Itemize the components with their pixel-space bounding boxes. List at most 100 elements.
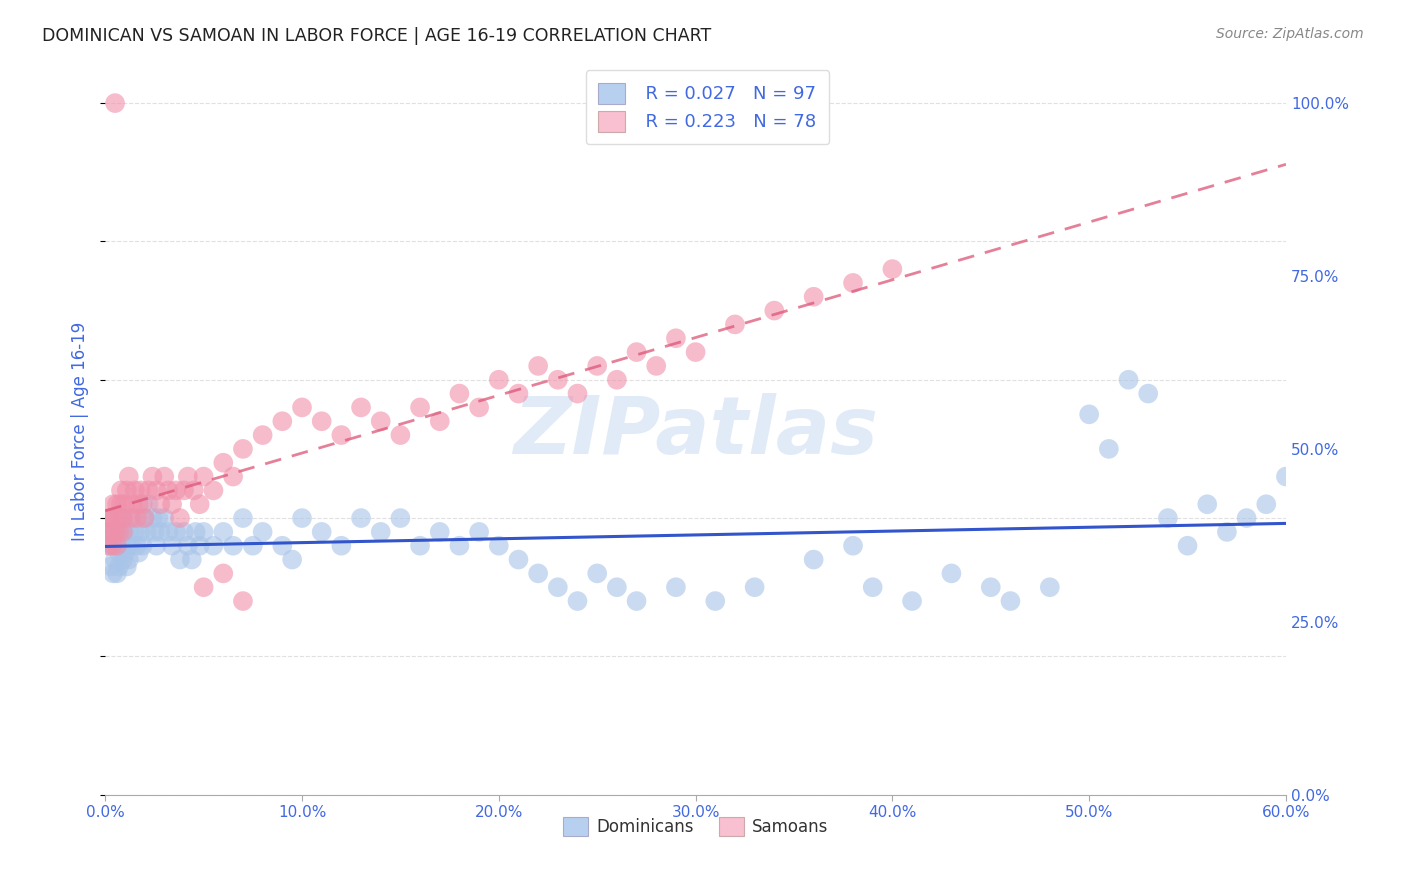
Point bbox=[177, 469, 200, 483]
Point bbox=[100, 511, 122, 525]
Point bbox=[508, 386, 530, 401]
Point bbox=[429, 524, 451, 539]
Point bbox=[134, 511, 156, 525]
Point bbox=[104, 552, 127, 566]
Point bbox=[704, 594, 727, 608]
Point bbox=[143, 524, 166, 539]
Point bbox=[281, 552, 304, 566]
Point bbox=[586, 359, 609, 373]
Point bbox=[104, 524, 127, 539]
Point bbox=[138, 497, 160, 511]
Point bbox=[193, 580, 215, 594]
Point bbox=[100, 524, 122, 539]
Point bbox=[157, 524, 180, 539]
Text: ZIPatlas: ZIPatlas bbox=[513, 392, 879, 471]
Point bbox=[222, 469, 245, 483]
Point bbox=[110, 497, 132, 511]
Text: Source: ZipAtlas.com: Source: ZipAtlas.com bbox=[1216, 27, 1364, 41]
Point bbox=[110, 524, 132, 539]
Point bbox=[665, 580, 688, 594]
Point bbox=[108, 559, 131, 574]
Point bbox=[118, 524, 141, 539]
Point bbox=[134, 511, 156, 525]
Point bbox=[101, 539, 124, 553]
Point bbox=[149, 524, 172, 539]
Point bbox=[626, 345, 648, 359]
Point bbox=[111, 511, 134, 525]
Point bbox=[330, 539, 353, 553]
Point bbox=[129, 524, 152, 539]
Point bbox=[527, 566, 550, 581]
Point bbox=[183, 483, 205, 498]
Point bbox=[98, 539, 121, 553]
Point bbox=[409, 539, 432, 553]
Point bbox=[271, 414, 294, 428]
Point bbox=[115, 539, 138, 553]
Point bbox=[488, 373, 510, 387]
Point bbox=[125, 511, 148, 525]
Point bbox=[115, 559, 138, 574]
Y-axis label: In Labor Force | Age 16-19: In Labor Force | Age 16-19 bbox=[72, 322, 89, 541]
Point bbox=[149, 497, 172, 511]
Point bbox=[1137, 386, 1160, 401]
Point bbox=[135, 524, 157, 539]
Point bbox=[567, 386, 589, 401]
Point bbox=[232, 511, 254, 525]
Point bbox=[124, 524, 146, 539]
Point bbox=[527, 359, 550, 373]
Point bbox=[173, 483, 195, 498]
Point bbox=[202, 483, 225, 498]
Point bbox=[744, 580, 766, 594]
Point bbox=[111, 552, 134, 566]
Point bbox=[370, 524, 392, 539]
Point bbox=[350, 401, 373, 415]
Text: DOMINICAN VS SAMOAN IN LABOR FORCE | AGE 16-19 CORRELATION CHART: DOMINICAN VS SAMOAN IN LABOR FORCE | AGE… bbox=[42, 27, 711, 45]
Point bbox=[169, 511, 191, 525]
Point bbox=[131, 539, 153, 553]
Point bbox=[169, 552, 191, 566]
Point bbox=[118, 469, 141, 483]
Point bbox=[311, 414, 333, 428]
Point bbox=[232, 594, 254, 608]
Point bbox=[193, 524, 215, 539]
Point bbox=[110, 483, 132, 498]
Point bbox=[468, 401, 491, 415]
Point bbox=[803, 290, 825, 304]
Point bbox=[141, 469, 163, 483]
Point bbox=[100, 532, 122, 546]
Point bbox=[108, 524, 131, 539]
Point bbox=[100, 559, 122, 574]
Point bbox=[98, 511, 121, 525]
Point bbox=[110, 539, 132, 553]
Point bbox=[665, 331, 688, 345]
Point bbox=[449, 539, 471, 553]
Point bbox=[202, 539, 225, 553]
Point bbox=[108, 511, 131, 525]
Point bbox=[586, 566, 609, 581]
Point bbox=[389, 511, 412, 525]
Point bbox=[882, 262, 904, 277]
Point bbox=[108, 546, 131, 560]
Point bbox=[685, 345, 707, 359]
Point bbox=[1118, 373, 1140, 387]
Point bbox=[1157, 511, 1180, 525]
Point bbox=[111, 511, 134, 525]
Point bbox=[125, 539, 148, 553]
Point bbox=[901, 594, 924, 608]
Point bbox=[724, 318, 747, 332]
Point bbox=[98, 511, 121, 525]
Point bbox=[291, 401, 314, 415]
Point bbox=[160, 539, 183, 553]
Point bbox=[188, 497, 211, 511]
Point bbox=[128, 497, 150, 511]
Point bbox=[98, 539, 121, 553]
Point bbox=[177, 539, 200, 553]
Point bbox=[763, 303, 786, 318]
Point bbox=[121, 511, 143, 525]
Point bbox=[104, 96, 127, 111]
Point bbox=[449, 386, 471, 401]
Point bbox=[120, 539, 142, 553]
Point bbox=[389, 428, 412, 442]
Point bbox=[1039, 580, 1062, 594]
Point bbox=[105, 497, 128, 511]
